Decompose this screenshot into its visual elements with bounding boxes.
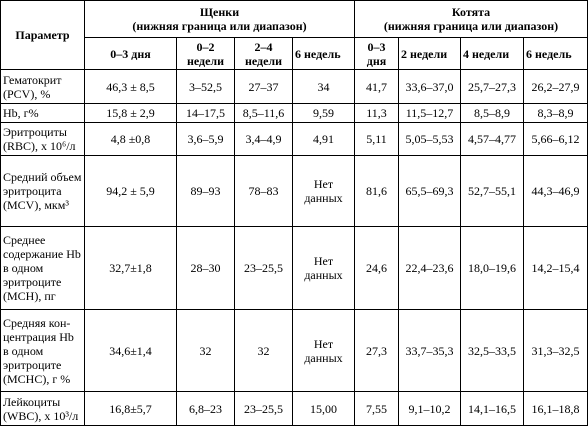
cell: 32,5–33,5 [460,309,525,392]
cell: 9,59 [291,103,356,123]
cell: 3,4–4,9 [234,122,293,156]
cell: 8,5–11,6 [234,103,293,123]
col-puppy-2-4w: 2–4 недели [234,37,293,70]
cell: 5,66–6,12 [523,122,588,156]
cell: 28–30 [176,226,235,310]
table-row: Средний объем эритроцита (MCV), мкм³ 94,… [0,155,588,227]
cell: 8,3–8,9 [523,103,588,123]
col-kitten-4w: 4 недели [460,37,525,70]
cell: 11,5–12,7 [398,103,462,123]
cell: 34,6±1,4 [84,309,177,392]
cell: 41,7 [354,69,400,104]
table-row: Лейкоциты (WBC), х 10³/л 16,8±5,7 6,8–23… [0,391,588,426]
cell: 32,7±1,8 [84,226,177,310]
row-param: Гематокрит (PCV), % [0,69,85,104]
cell: 14–17,5 [176,103,235,123]
cell: Нет данных [291,309,356,392]
puppies-subtitle: (нижняя граница или диапазон) [132,19,307,33]
cell: 16,8±5,7 [84,391,177,426]
cell: 3–52,5 [176,69,235,104]
cell: 23–25,5 [234,391,293,426]
cell: 26,2–27,9 [523,69,588,104]
cell: 15,00 [291,391,356,426]
cell: 65,5–69,3 [398,155,462,227]
col-kitten-0-3d: 0–3 дня [354,37,400,70]
cell: 33,7–35,3 [398,309,462,392]
cell: 46,3 ± 8,5 [84,69,177,104]
row-param: Hb, г% [0,103,85,123]
cell: 14,1–16,5 [460,391,525,426]
cell: 31,3–32,5 [523,309,588,392]
cell: Нет данных [291,155,356,227]
puppies-title: Щенки [199,5,240,19]
row-param: Средняя кон-центрация Hb в одном эритроц… [0,309,85,392]
cell: 9,1–10,2 [398,391,462,426]
cell: 18,0–19,6 [460,226,525,310]
cell: 3,6–5,9 [176,122,235,156]
cell: 32 [234,309,293,392]
table-row: Среднее содержание Hb в одном эритроците… [0,226,588,310]
cell: 27,3 [354,309,400,392]
cell: 16,1–18,8 [523,391,588,426]
table-row: Эритроциты (RBC), х 10⁶/л 4,8 ±0,8 3,6–5… [0,122,588,156]
cell: 27–37 [234,69,293,104]
kittens-subtitle: (нижняя граница или диапазон) [383,19,559,33]
cell: 32 [176,309,235,392]
kittens-title: Котята [451,5,491,19]
table-row: Hb, г% 15,8 ± 2,9 14–17,5 8,5–11,6 9,59 … [0,103,588,123]
cell: 14,2–15,4 [523,226,588,310]
cell: 94,2 ± 5,9 [84,155,177,227]
cell: 44,3–46,9 [523,155,588,227]
header-puppies: Щенки (нижняя граница или диапазон) [83,0,356,38]
cell: 4,57–4,77 [460,122,525,156]
cell: 24,6 [354,226,400,310]
cell: 81,6 [354,155,400,227]
cell: 5,11 [354,122,400,156]
col-kitten-2w: 2 недели [398,37,462,70]
col-puppy-6w: 6 недель [291,37,356,70]
header-param: Параметр [0,0,85,70]
cell: 8,5–8,9 [460,103,525,123]
col-puppy-0-3d: 0–3 дня [84,37,177,70]
cell: 4,91 [291,122,356,156]
cell: 23–25,5 [234,226,293,310]
cell: 34 [291,69,356,104]
cell: 11,3 [354,103,400,123]
cell: 4,8 ±0,8 [84,122,177,156]
header-kittens: Котята (нижняя граница или диапазон) [354,0,588,38]
cell: 25,7–27,3 [460,69,525,104]
cell: 5,05–5,53 [398,122,462,156]
cell: 6,8–23 [176,391,235,426]
row-param: Лейкоциты (WBC), х 10³/л [0,391,85,426]
cell: 52,7–55,1 [460,155,525,227]
row-param: Средний объем эритроцита (MCV), мкм³ [0,155,85,227]
cell: 33,6–37,0 [398,69,462,104]
cell: 15,8 ± 2,9 [84,103,177,123]
cell: 78–83 [234,155,293,227]
row-param: Среднее содержание Hb в одном эритроците… [0,226,85,310]
cell: Нет данных [291,226,356,310]
cell: 89–93 [176,155,235,227]
cell: 7,55 [354,391,400,426]
table-row: Гематокрит (PCV), % 46,3 ± 8,5 3–52,5 27… [0,69,588,104]
table-row: Средняя кон-центрация Hb в одном эритроц… [0,309,588,392]
row-param: Эритроциты (RBC), х 10⁶/л [0,122,85,156]
col-puppy-0-2w: 0–2 недели [176,37,235,70]
col-kitten-6w: 6 недель [523,37,588,70]
cell: 22,4–23,6 [398,226,462,310]
